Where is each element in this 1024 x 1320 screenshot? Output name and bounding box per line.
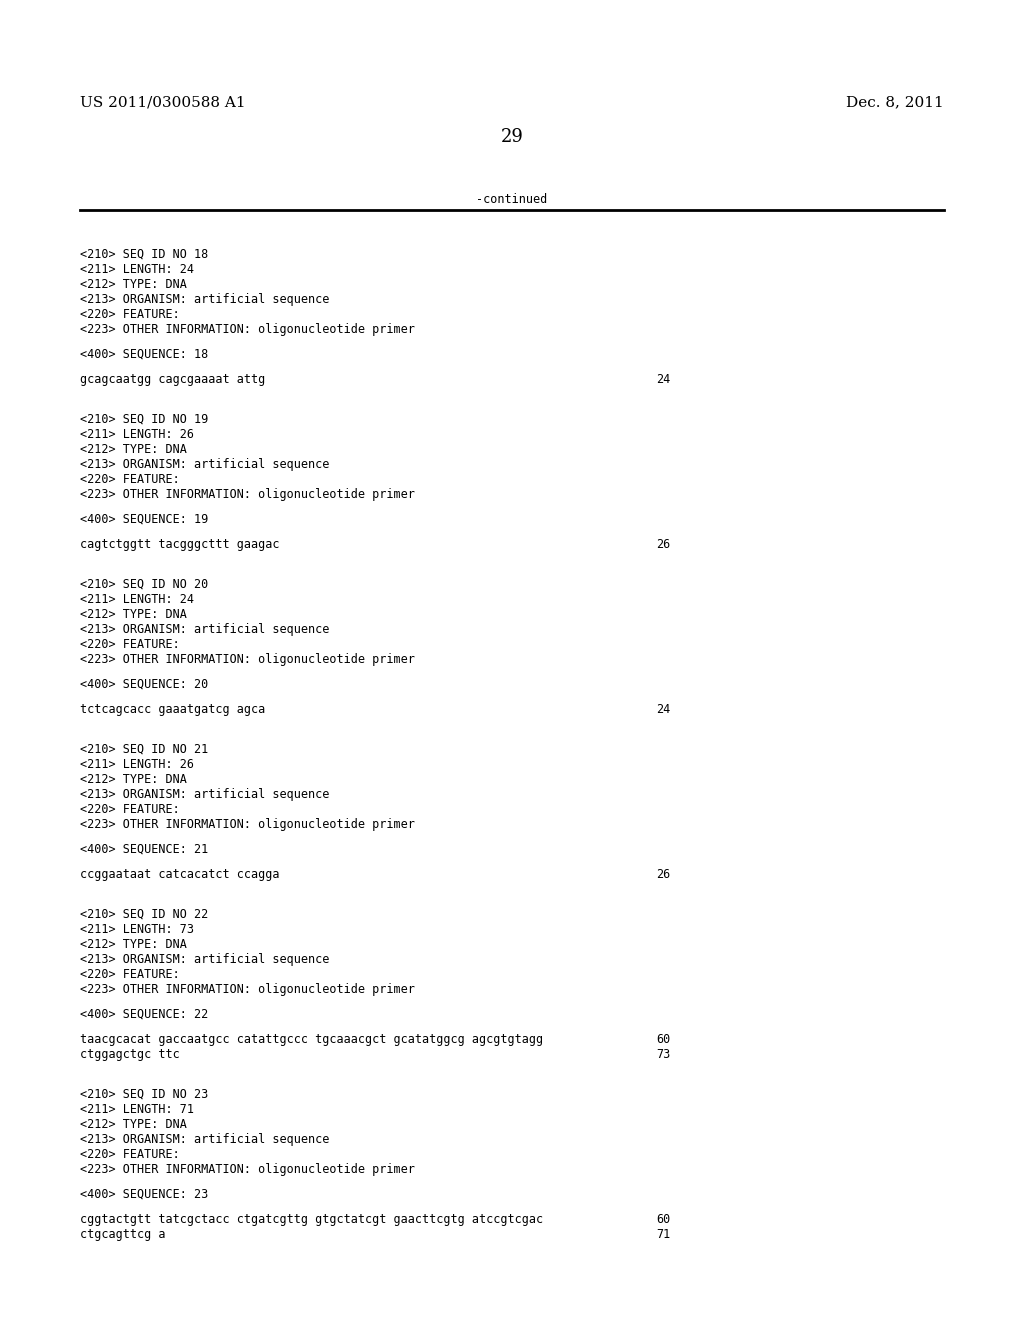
- Text: taacgcacat gaccaatgcc catattgccc tgcaaacgct gcatatggcg agcgtgtagg: taacgcacat gaccaatgcc catattgccc tgcaaac…: [80, 1034, 543, 1045]
- Text: 24: 24: [656, 374, 671, 385]
- Text: cagtctggtt tacgggcttt gaagac: cagtctggtt tacgggcttt gaagac: [80, 539, 280, 550]
- Text: <210> SEQ ID NO 23: <210> SEQ ID NO 23: [80, 1088, 208, 1101]
- Text: 26: 26: [656, 539, 671, 550]
- Text: <220> FEATURE:: <220> FEATURE:: [80, 308, 180, 321]
- Text: US 2011/0300588 A1: US 2011/0300588 A1: [80, 95, 246, 110]
- Text: <211> LENGTH: 24: <211> LENGTH: 24: [80, 593, 194, 606]
- Text: <210> SEQ ID NO 21: <210> SEQ ID NO 21: [80, 743, 208, 756]
- Text: <223> OTHER INFORMATION: oligonucleotide primer: <223> OTHER INFORMATION: oligonucleotide…: [80, 983, 415, 997]
- Text: 29: 29: [501, 128, 523, 147]
- Text: <213> ORGANISM: artificial sequence: <213> ORGANISM: artificial sequence: [80, 1133, 330, 1146]
- Text: 60: 60: [656, 1034, 671, 1045]
- Text: <220> FEATURE:: <220> FEATURE:: [80, 1148, 180, 1162]
- Text: 24: 24: [656, 704, 671, 715]
- Text: 71: 71: [656, 1228, 671, 1241]
- Text: <400> SEQUENCE: 23: <400> SEQUENCE: 23: [80, 1188, 208, 1201]
- Text: <223> OTHER INFORMATION: oligonucleotide primer: <223> OTHER INFORMATION: oligonucleotide…: [80, 1163, 415, 1176]
- Text: <400> SEQUENCE: 18: <400> SEQUENCE: 18: [80, 348, 208, 360]
- Text: <211> LENGTH: 26: <211> LENGTH: 26: [80, 758, 194, 771]
- Text: <212> TYPE: DNA: <212> TYPE: DNA: [80, 1118, 186, 1131]
- Text: <223> OTHER INFORMATION: oligonucleotide primer: <223> OTHER INFORMATION: oligonucleotide…: [80, 653, 415, 667]
- Text: <400> SEQUENCE: 22: <400> SEQUENCE: 22: [80, 1008, 208, 1020]
- Text: <210> SEQ ID NO 18: <210> SEQ ID NO 18: [80, 248, 208, 261]
- Text: <212> TYPE: DNA: <212> TYPE: DNA: [80, 939, 186, 950]
- Text: <212> TYPE: DNA: <212> TYPE: DNA: [80, 774, 186, 785]
- Text: <210> SEQ ID NO 19: <210> SEQ ID NO 19: [80, 413, 208, 426]
- Text: cggtactgtt tatcgctacc ctgatcgttg gtgctatcgt gaacttcgtg atccgtcgac: cggtactgtt tatcgctacc ctgatcgttg gtgctat…: [80, 1213, 543, 1226]
- Text: <212> TYPE: DNA: <212> TYPE: DNA: [80, 609, 186, 620]
- Text: 73: 73: [656, 1048, 671, 1061]
- Text: <223> OTHER INFORMATION: oligonucleotide primer: <223> OTHER INFORMATION: oligonucleotide…: [80, 818, 415, 832]
- Text: <213> ORGANISM: artificial sequence: <213> ORGANISM: artificial sequence: [80, 953, 330, 966]
- Text: <400> SEQUENCE: 20: <400> SEQUENCE: 20: [80, 678, 208, 690]
- Text: gcagcaatgg cagcgaaaat attg: gcagcaatgg cagcgaaaat attg: [80, 374, 265, 385]
- Text: <213> ORGANISM: artificial sequence: <213> ORGANISM: artificial sequence: [80, 788, 330, 801]
- Text: <213> ORGANISM: artificial sequence: <213> ORGANISM: artificial sequence: [80, 623, 330, 636]
- Text: <220> FEATURE:: <220> FEATURE:: [80, 968, 180, 981]
- Text: <212> TYPE: DNA: <212> TYPE: DNA: [80, 279, 186, 290]
- Text: 60: 60: [656, 1213, 671, 1226]
- Text: <211> LENGTH: 26: <211> LENGTH: 26: [80, 428, 194, 441]
- Text: <211> LENGTH: 24: <211> LENGTH: 24: [80, 263, 194, 276]
- Text: <211> LENGTH: 73: <211> LENGTH: 73: [80, 923, 194, 936]
- Text: <210> SEQ ID NO 20: <210> SEQ ID NO 20: [80, 578, 208, 591]
- Text: 26: 26: [656, 869, 671, 880]
- Text: <213> ORGANISM: artificial sequence: <213> ORGANISM: artificial sequence: [80, 458, 330, 471]
- Text: <220> FEATURE:: <220> FEATURE:: [80, 473, 180, 486]
- Text: <400> SEQUENCE: 21: <400> SEQUENCE: 21: [80, 843, 208, 855]
- Text: <211> LENGTH: 71: <211> LENGTH: 71: [80, 1104, 194, 1115]
- Text: ccggaataat catcacatct ccagga: ccggaataat catcacatct ccagga: [80, 869, 280, 880]
- Text: <400> SEQUENCE: 19: <400> SEQUENCE: 19: [80, 513, 208, 525]
- Text: <223> OTHER INFORMATION: oligonucleotide primer: <223> OTHER INFORMATION: oligonucleotide…: [80, 323, 415, 337]
- Text: <212> TYPE: DNA: <212> TYPE: DNA: [80, 444, 186, 455]
- Text: <210> SEQ ID NO 22: <210> SEQ ID NO 22: [80, 908, 208, 921]
- Text: <213> ORGANISM: artificial sequence: <213> ORGANISM: artificial sequence: [80, 293, 330, 306]
- Text: tctcagcacc gaaatgatcg agca: tctcagcacc gaaatgatcg agca: [80, 704, 265, 715]
- Text: -continued: -continued: [476, 193, 548, 206]
- Text: Dec. 8, 2011: Dec. 8, 2011: [846, 95, 944, 110]
- Text: ctggagctgc ttc: ctggagctgc ttc: [80, 1048, 180, 1061]
- Text: ctgcagttcg a: ctgcagttcg a: [80, 1228, 166, 1241]
- Text: <220> FEATURE:: <220> FEATURE:: [80, 638, 180, 651]
- Text: <223> OTHER INFORMATION: oligonucleotide primer: <223> OTHER INFORMATION: oligonucleotide…: [80, 488, 415, 502]
- Text: <220> FEATURE:: <220> FEATURE:: [80, 803, 180, 816]
